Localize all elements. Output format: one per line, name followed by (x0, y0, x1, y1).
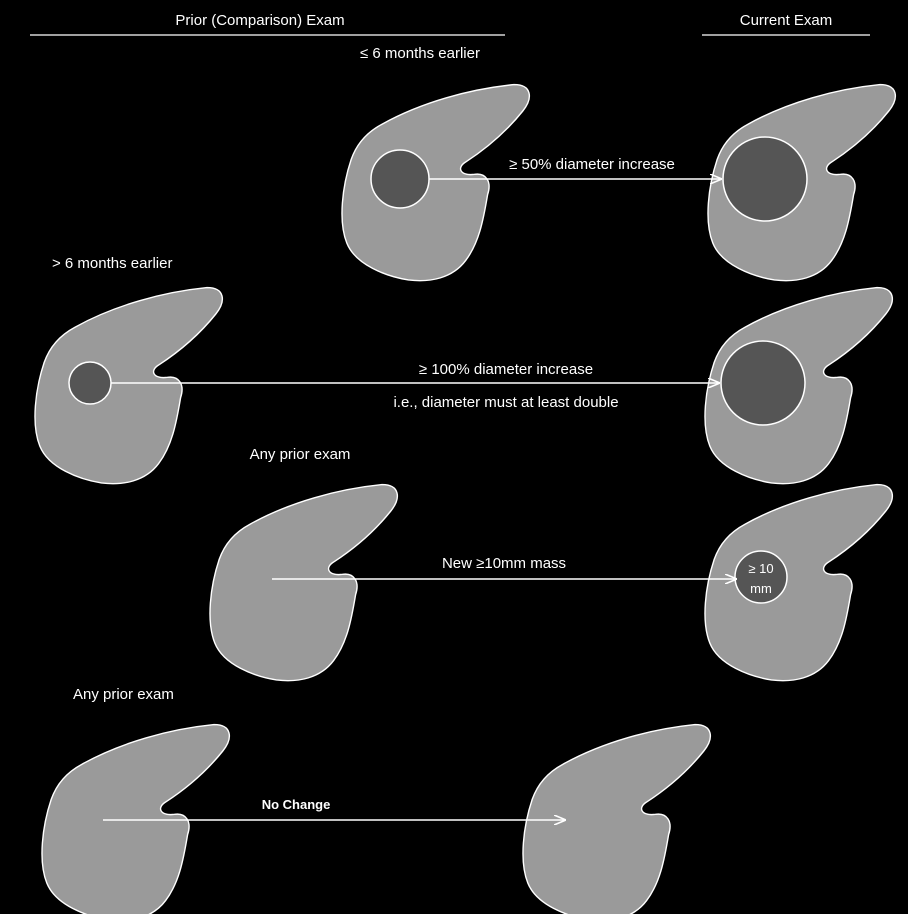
column-headers: Prior (Comparison) Exam Current Exam (30, 12, 870, 36)
row-4-time-label: Any prior exam (73, 686, 174, 703)
row-1-time-label: ≤ 6 months earlier (360, 45, 480, 62)
row-1-prior-organ (341, 83, 531, 282)
row-3-time-label: Any prior exam (250, 446, 351, 463)
current-exam-header: Current Exam (740, 12, 833, 29)
row-3-criterion: New ≥10mm mass (442, 555, 566, 572)
row-3-prior-organ (209, 483, 399, 682)
row-4-criterion: No Change (262, 797, 331, 812)
row-1-criterion: ≥ 50% diameter increase (509, 156, 675, 173)
row-2-prior-lesion (68, 361, 112, 405)
row-2-criterion: ≥ 100% diameter increase (419, 361, 593, 378)
row-3-current-organ (704, 483, 894, 682)
row-2: > 6 months earlier ≥ 100% diameter incre… (34, 255, 894, 485)
row-1: ≤ 6 months earlier ≥ 50% diameter increa… (341, 45, 897, 282)
row-1-current-lesion (722, 136, 808, 222)
row-3: Any prior exam ≥ 10 mm New ≥10mm mass (209, 446, 894, 682)
row-1-prior-lesion (370, 149, 430, 209)
row-2-prior-organ (34, 286, 224, 485)
row-3-lesion-label-line1: ≥ 10 (748, 561, 773, 576)
row-2-criterion-note: i.e., diameter must at least double (393, 394, 618, 411)
row-3-lesion-label-line2: mm (750, 581, 772, 596)
row-2-current-lesion (720, 340, 806, 426)
row-4: Any prior exam No Change (41, 686, 712, 914)
prior-exam-header: Prior (Comparison) Exam (175, 12, 344, 29)
row-2-time-label: > 6 months earlier (52, 255, 172, 272)
